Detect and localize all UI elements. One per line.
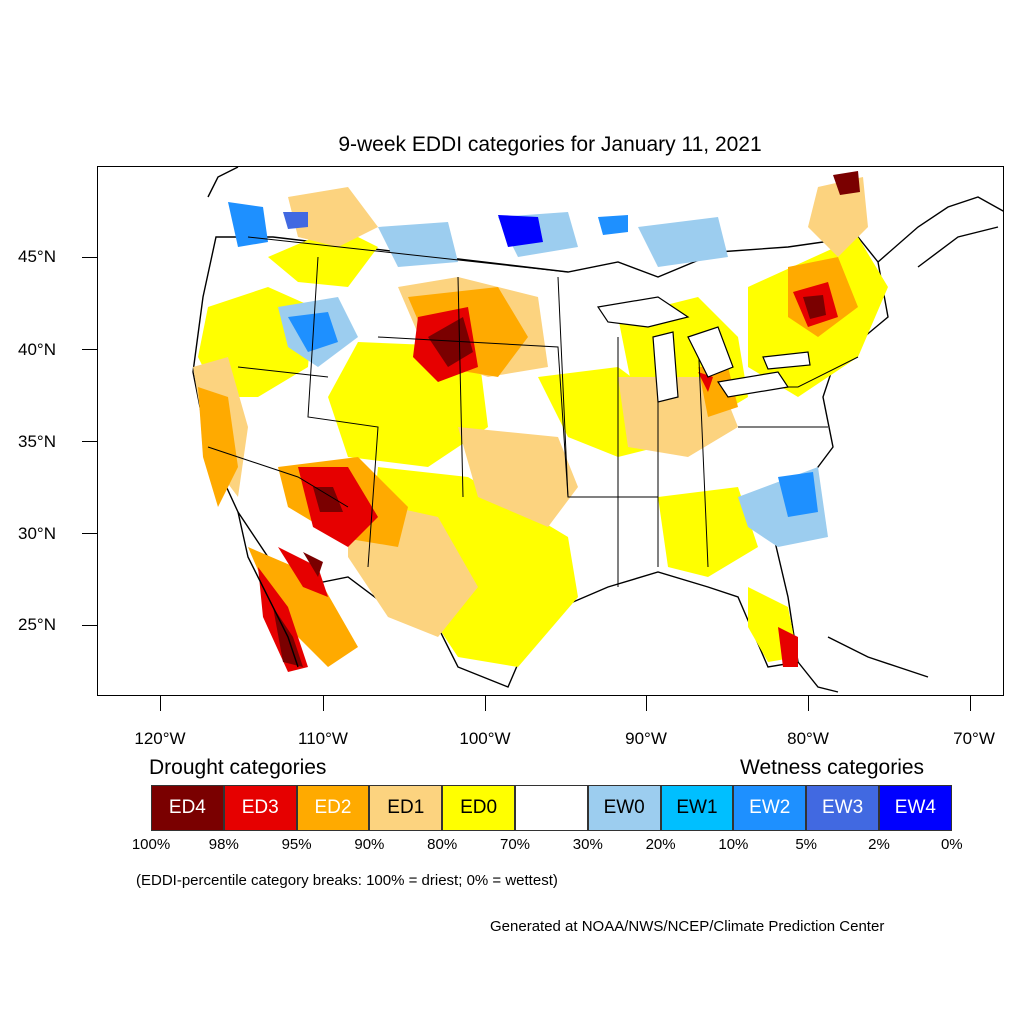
- lat-tick: [82, 441, 97, 442]
- legend-break-label: 90%: [354, 836, 385, 853]
- legend-break-label: 100%: [131, 836, 171, 853]
- legend-swatch-ew1: EW1: [660, 785, 734, 831]
- lon-tick: [646, 696, 647, 711]
- legend-swatch-ed4: ED4: [151, 785, 224, 831]
- lon-label-90: 90°W: [625, 729, 667, 748]
- legend-break-label: 2%: [868, 836, 890, 853]
- lon-label-110: 110°W: [298, 729, 348, 748]
- legend-swatch-ed3: ED3: [223, 785, 297, 831]
- lat-label-30: 30°N: [18, 524, 56, 543]
- lon-tick: [160, 696, 161, 711]
- legend-break-label: 95%: [281, 836, 312, 853]
- drought-heading: Drought categories: [149, 756, 327, 779]
- legend-swatch-ed2: ED2: [296, 785, 370, 831]
- legend-swatch-ew2: EW2: [733, 785, 807, 831]
- lon-tick: [808, 696, 809, 711]
- legend-swatch-ed1: ED1: [369, 785, 443, 831]
- legend-break-label: 10%: [718, 836, 749, 853]
- legend-break-label: 80%: [427, 836, 458, 853]
- great-lakes: [596, 296, 811, 403]
- credit-line: Generated at NOAA/NWS/NCEP/Climate Predi…: [490, 918, 885, 935]
- lon-label-120: 120°W: [134, 729, 186, 748]
- legend-swatch-neutral: [514, 785, 588, 831]
- legend-swatch-ew0: EW0: [587, 785, 661, 831]
- breaks-note: (EDDI-percentile category breaks: 100% =…: [136, 872, 558, 889]
- eddi-map: [97, 166, 1004, 696]
- lon-label-80: 80°W: [787, 729, 829, 748]
- wetness-heading: Wetness categories: [740, 756, 925, 779]
- state-boundaries: [207, 236, 859, 587]
- legend-break-label: 5%: [795, 836, 818, 853]
- lat-label-35: 35°N: [18, 432, 56, 451]
- lon-tick: [970, 696, 971, 711]
- ew-regions: [228, 202, 828, 547]
- legend-colorbar: ED4 ED3 ED2 ED1 ED0 EW0 EW1 EW2 EW3 EW4: [151, 785, 952, 831]
- legend-break-label: 0%: [940, 836, 963, 853]
- legend-break-label: 70%: [499, 836, 531, 853]
- coastlines: [207, 167, 1003, 693]
- lat-tick: [82, 257, 97, 258]
- legend-swatch-ed0: ED0: [442, 785, 515, 831]
- legend-break-label: 30%: [572, 836, 603, 853]
- lon-tick: [323, 696, 324, 711]
- lon-label-70: 70°W: [953, 729, 995, 748]
- lat-label-40: 40°N: [18, 340, 56, 359]
- legend-break-label: 20%: [645, 836, 676, 853]
- lat-label-45: 45°N: [18, 247, 56, 266]
- lat-label-25: 25°N: [18, 615, 56, 634]
- lon-tick: [485, 696, 486, 711]
- lon-label-100: 100°W: [459, 729, 511, 748]
- eddi-map-graphic: [192, 167, 1003, 693]
- lat-tick: [82, 349, 97, 350]
- lat-tick: [82, 533, 97, 534]
- legend-break-label: 98%: [208, 836, 239, 853]
- legend-swatch-ew4: EW4: [878, 785, 952, 831]
- lat-tick: [82, 625, 97, 626]
- legend-swatch-ew3: EW3: [806, 785, 879, 831]
- map-title: 9-week EDDI categories for January 11, 2…: [338, 133, 762, 156]
